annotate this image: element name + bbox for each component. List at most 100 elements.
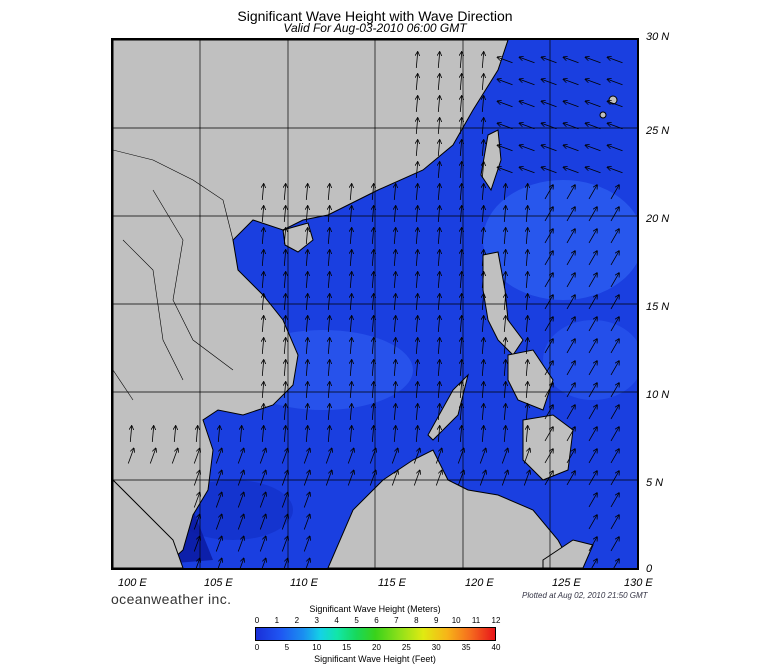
wave-direction-arrow	[460, 316, 461, 333]
wave-direction-arrow	[566, 229, 575, 244]
wave-direction-arrow	[372, 426, 373, 443]
wave-direction-arrow	[482, 404, 483, 421]
wave-direction-arrow	[497, 145, 513, 152]
lon-label-125e: 125 E	[552, 577, 581, 589]
wave-direction-arrow	[501, 448, 507, 464]
mticks-tick: 7	[394, 616, 399, 625]
wave-direction-arrow	[303, 448, 309, 464]
wave-direction-arrow	[438, 52, 439, 69]
mticks-tick: 12	[491, 616, 501, 625]
lon-label-115e: 115 E	[378, 577, 406, 589]
wave-direction-arrow	[610, 361, 619, 376]
wave-direction-arrow	[284, 382, 285, 399]
wave-direction-arrow	[438, 426, 439, 443]
wave-direction-arrow	[588, 383, 597, 398]
wave-direction-arrow	[460, 272, 461, 289]
wave-direction-arrow	[284, 316, 285, 333]
wave-direction-arrow	[526, 404, 527, 421]
wave-direction-arrow	[394, 382, 395, 399]
wave-direction-arrow	[394, 250, 395, 267]
wave-direction-arrow	[350, 338, 351, 355]
wave-direction-arrow	[350, 316, 351, 333]
wave-direction-arrow	[482, 206, 483, 223]
wave-direction-arrow	[566, 317, 575, 332]
wave-direction-arrow	[566, 185, 575, 200]
wave-direction-arrow	[306, 272, 307, 289]
wave-direction-arrow	[607, 57, 623, 64]
wave-direction-arrow	[350, 228, 351, 245]
wave-direction-arrow	[519, 123, 535, 130]
wave-direction-arrow	[262, 426, 263, 443]
wave-direction-arrow	[566, 383, 575, 398]
wave-direction-arrow	[504, 404, 505, 421]
wave-direction-arrow	[482, 140, 483, 157]
wave-direction-arrow	[328, 184, 329, 201]
wave-direction-arrow	[193, 514, 199, 530]
wave-direction-arrow	[585, 145, 601, 152]
wave-direction-arrow	[215, 448, 221, 464]
fticks-tick: 10	[312, 643, 322, 652]
wave-direction-arrow	[519, 57, 535, 64]
wave-direction-arrow	[416, 228, 417, 245]
wave-direction-arrow	[563, 57, 579, 64]
wave-direction-arrow	[504, 338, 505, 355]
wave-direction-arrow	[526, 272, 527, 289]
mticks-tick: 9	[434, 616, 439, 625]
wave-direction-arrow	[416, 52, 417, 69]
wave-direction-arrow	[438, 272, 439, 289]
wave-direction-arrow	[306, 206, 307, 223]
wave-direction-arrow	[438, 382, 439, 399]
lat-label-30n: 30 N	[646, 31, 670, 43]
wave-direction-arrow	[588, 251, 597, 266]
wave-direction-arrow	[479, 470, 485, 486]
wave-direction-arrow	[217, 558, 221, 568]
wave-direction-arrow	[394, 272, 395, 289]
wave-direction-arrow	[284, 206, 285, 223]
wave-direction-arrow	[284, 338, 285, 355]
wave-direction-arrow	[588, 405, 597, 420]
wave-direction-arrow	[526, 250, 527, 267]
wave-direction-arrow	[281, 470, 287, 486]
wave-direction-arrow	[416, 382, 417, 399]
wave-direction-arrow	[262, 250, 263, 267]
wave-direction-arrow	[438, 96, 439, 113]
wave-direction-arrow	[523, 470, 529, 486]
wave-direction-arrow	[218, 426, 219, 443]
wave-direction-arrow	[588, 185, 597, 200]
colorbar-feet-title: Significant Wave Height (Feet)	[314, 654, 436, 664]
wave-direction-arrow	[588, 339, 597, 354]
wave-direction-arrow	[566, 471, 575, 486]
wave-direction-arrow	[607, 79, 623, 86]
wave-direction-arrow	[610, 405, 619, 420]
wave-direction-arrow	[482, 228, 483, 245]
fticks-tick: 20	[372, 643, 381, 652]
lon-label-110e: 110 E	[290, 577, 318, 589]
wave-direction-arrow	[610, 295, 619, 310]
wave-direction-arrow	[328, 228, 329, 245]
wave-direction-arrow	[193, 470, 199, 486]
wave-direction-arrow	[240, 426, 241, 443]
wave-direction-arrow	[460, 52, 461, 69]
wave-direction-arrow	[610, 339, 619, 354]
wave-direction-arrow	[416, 426, 417, 443]
wave-direction-arrow	[328, 250, 329, 267]
wave-direction-arrow	[306, 250, 307, 267]
wave-direction-arrow	[460, 74, 461, 91]
wave-direction-arrow	[372, 294, 373, 311]
wave-direction-arrow	[563, 123, 579, 130]
wave-direction-arrow	[215, 470, 221, 486]
wave-direction-arrow	[588, 273, 597, 288]
wave-direction-arrow	[350, 404, 351, 421]
wave-direction-arrow	[127, 448, 133, 464]
mticks-tick: 11	[471, 616, 481, 625]
wave-direction-arrow	[544, 471, 553, 486]
wave-direction-arrow	[350, 294, 351, 311]
wave-direction-arrow	[566, 339, 575, 354]
wave-direction-arrow	[306, 404, 307, 421]
wave-direction-arrow	[328, 360, 329, 377]
wave-direction-arrow	[262, 360, 263, 377]
wave-direction-arrow	[482, 316, 483, 333]
wave-direction-arrow	[607, 123, 623, 130]
wave-direction-arrows	[127, 52, 623, 568]
wave-direction-arrow	[460, 426, 461, 443]
